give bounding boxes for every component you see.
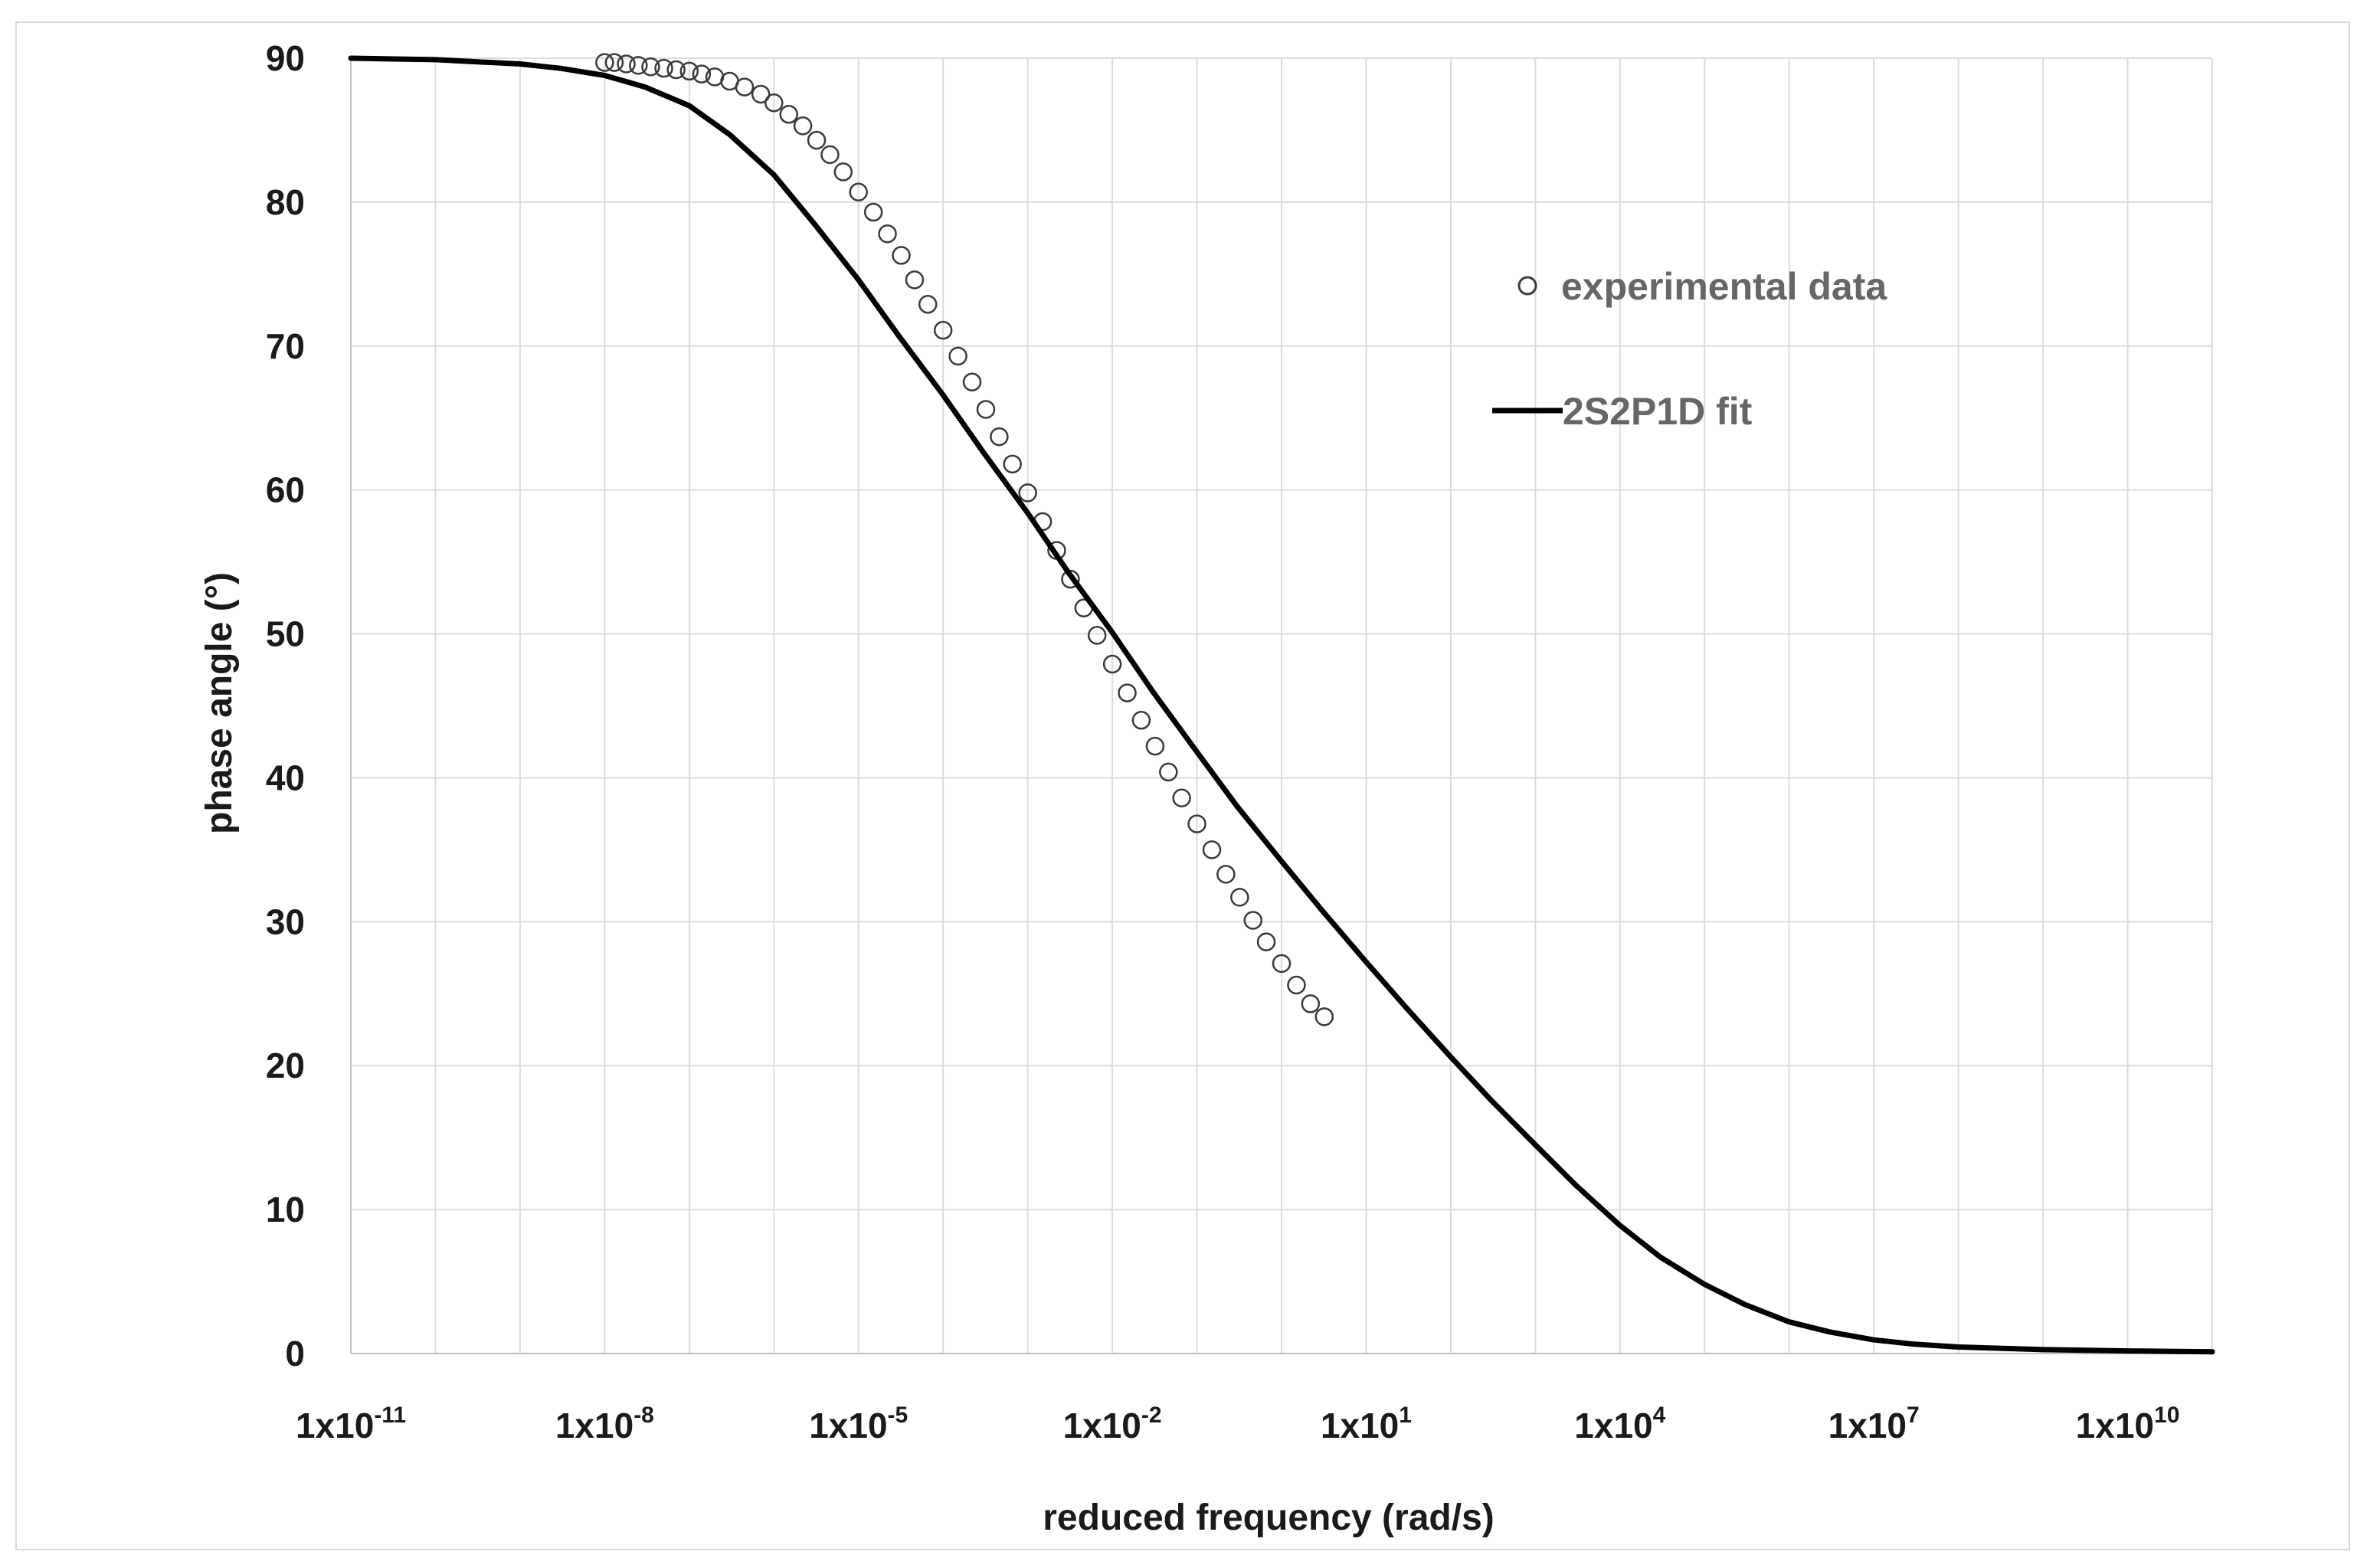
- x-tick-label: 1x10-5: [809, 1403, 908, 1445]
- x-tick-base: 1x10: [1321, 1406, 1399, 1445]
- x-tick-label: 1x10-2: [1063, 1403, 1162, 1445]
- experimental-data-point: [604, 53, 624, 72]
- experimental-data-point: [863, 202, 883, 222]
- experimental-data-point: [654, 58, 673, 78]
- y-tick-labels: 0 10 20 30 40 50 60 70 80 90: [266, 38, 305, 1373]
- experimental-data-point: [617, 54, 636, 74]
- fit-series: [348, 55, 2215, 1355]
- experimental-data-point: [1272, 954, 1292, 974]
- x-tick-base: 1x10: [555, 1406, 633, 1445]
- x-tick-base: 1x10: [1063, 1406, 1141, 1445]
- experimental-data-point: [629, 56, 648, 75]
- x-tick-exponent: -5: [888, 1403, 908, 1428]
- experimental-data-point: [751, 84, 771, 104]
- experimental-data-point: [1256, 932, 1276, 951]
- x-tick-label: 1x104: [1574, 1403, 1665, 1445]
- y-tick-label: 20: [266, 1046, 305, 1085]
- y-tick-label: 30: [266, 902, 305, 941]
- experimental-data-point: [1087, 626, 1107, 645]
- y-tick-label: 90: [266, 38, 305, 78]
- experimental-data-point: [1287, 975, 1306, 995]
- experimental-data-point: [892, 246, 911, 265]
- x-tick-base: 1x10: [1574, 1406, 1652, 1445]
- experimental-data-point: [933, 320, 953, 340]
- x-tick-label: 1x107: [1828, 1403, 1920, 1445]
- x-tick-exponent: 10: [2154, 1403, 2179, 1428]
- experimental-data-point: [793, 116, 813, 136]
- x-tick-exponent: -2: [1141, 1403, 1162, 1428]
- x-tick-label: 1x10-11: [296, 1403, 406, 1445]
- experimental-data-point: [1159, 762, 1178, 782]
- experimental-data-point: [735, 77, 755, 97]
- experimental-data-point: [1187, 814, 1206, 833]
- experimental-data-point: [692, 64, 712, 83]
- y-tick-label: 10: [266, 1190, 305, 1229]
- fit-line: [348, 55, 2215, 1355]
- x-tick-label: 1x10-8: [555, 1403, 654, 1445]
- experimental-data-point: [666, 60, 686, 80]
- experimental-data-point: [1003, 454, 1022, 474]
- experimental-data-point: [905, 270, 925, 290]
- x-tick-base: 1x10: [1828, 1406, 1907, 1445]
- x-tick-exponent: 4: [1653, 1403, 1666, 1428]
- experimental-data-point: [1172, 788, 1191, 807]
- axes: [350, 58, 2212, 1354]
- x-tick-base: 1x10: [296, 1406, 374, 1445]
- legend-marker-experimental: [1517, 276, 1537, 296]
- experimental-data-point: [1301, 994, 1321, 1013]
- experimental-data-point: [1216, 865, 1236, 884]
- experimental-data-point: [1230, 888, 1249, 907]
- grid-lines: [351, 57, 2213, 1354]
- experimental-data-point: [1202, 840, 1222, 859]
- y-tick-label: 50: [266, 614, 305, 654]
- experimental-data-point: [779, 105, 798, 124]
- chart-frame: [15, 21, 2350, 1550]
- experimental-data-point: [878, 224, 897, 244]
- x-axis-title: reduced frequency (rad/s): [1043, 1498, 1495, 1538]
- x-tick-exponent: 1: [1399, 1403, 1412, 1428]
- legend-label-fit: 2S2P1D fit: [1563, 390, 1753, 433]
- experimental-data-point: [1243, 911, 1263, 930]
- experimental-data-point: [641, 57, 660, 77]
- experimental-data-point: [1018, 483, 1037, 502]
- experimental-data-point: [1314, 1007, 1334, 1026]
- x-tick-labels: 1x10-11 1x10-8 1x10-5 1x10-2 1x101 1x104 1x107…: [296, 1403, 2179, 1445]
- experimental-data-point: [918, 295, 938, 314]
- x-tick-exponent: -8: [633, 1403, 654, 1428]
- experimental-data-point: [833, 162, 853, 182]
- experimental-data-point: [807, 130, 827, 150]
- y-tick-label: 40: [266, 758, 305, 797]
- experimental-data-point: [1102, 654, 1122, 674]
- experimental-data-point: [962, 372, 982, 391]
- experimental-data-point: [679, 61, 699, 81]
- experimental-data-point: [1131, 711, 1151, 730]
- x-tick-base: 1x10: [2076, 1406, 2154, 1445]
- experimental-data-point: [976, 400, 996, 419]
- x-tick-label: 1x1010: [2076, 1403, 2180, 1445]
- legend-label-experimental: experimental data: [1561, 265, 1887, 308]
- x-tick-base: 1x10: [809, 1406, 887, 1445]
- experimental-data-series: [595, 53, 1334, 1026]
- y-tick-label: 0: [285, 1334, 305, 1373]
- experimental-data-point: [849, 182, 868, 201]
- y-tick-label: 80: [266, 182, 305, 222]
- y-tick-label: 70: [266, 326, 305, 366]
- experimental-data-point: [1118, 683, 1137, 702]
- x-tick-exponent: 7: [1907, 1403, 1920, 1428]
- experimental-data-point: [764, 93, 784, 113]
- y-tick-label: 60: [266, 470, 305, 510]
- experimental-data-point: [948, 346, 967, 366]
- experimental-data-point: [595, 53, 614, 72]
- experimental-data-point: [1145, 736, 1165, 756]
- y-axis-title: phase angle (°): [199, 572, 240, 834]
- experimental-data-point: [990, 427, 1009, 447]
- x-tick-label: 1x101: [1321, 1403, 1412, 1445]
- legend: experimental data 2S2P1D fit: [1492, 265, 1887, 433]
- experimental-data-point: [820, 145, 840, 165]
- x-tick-exponent: -11: [374, 1403, 406, 1428]
